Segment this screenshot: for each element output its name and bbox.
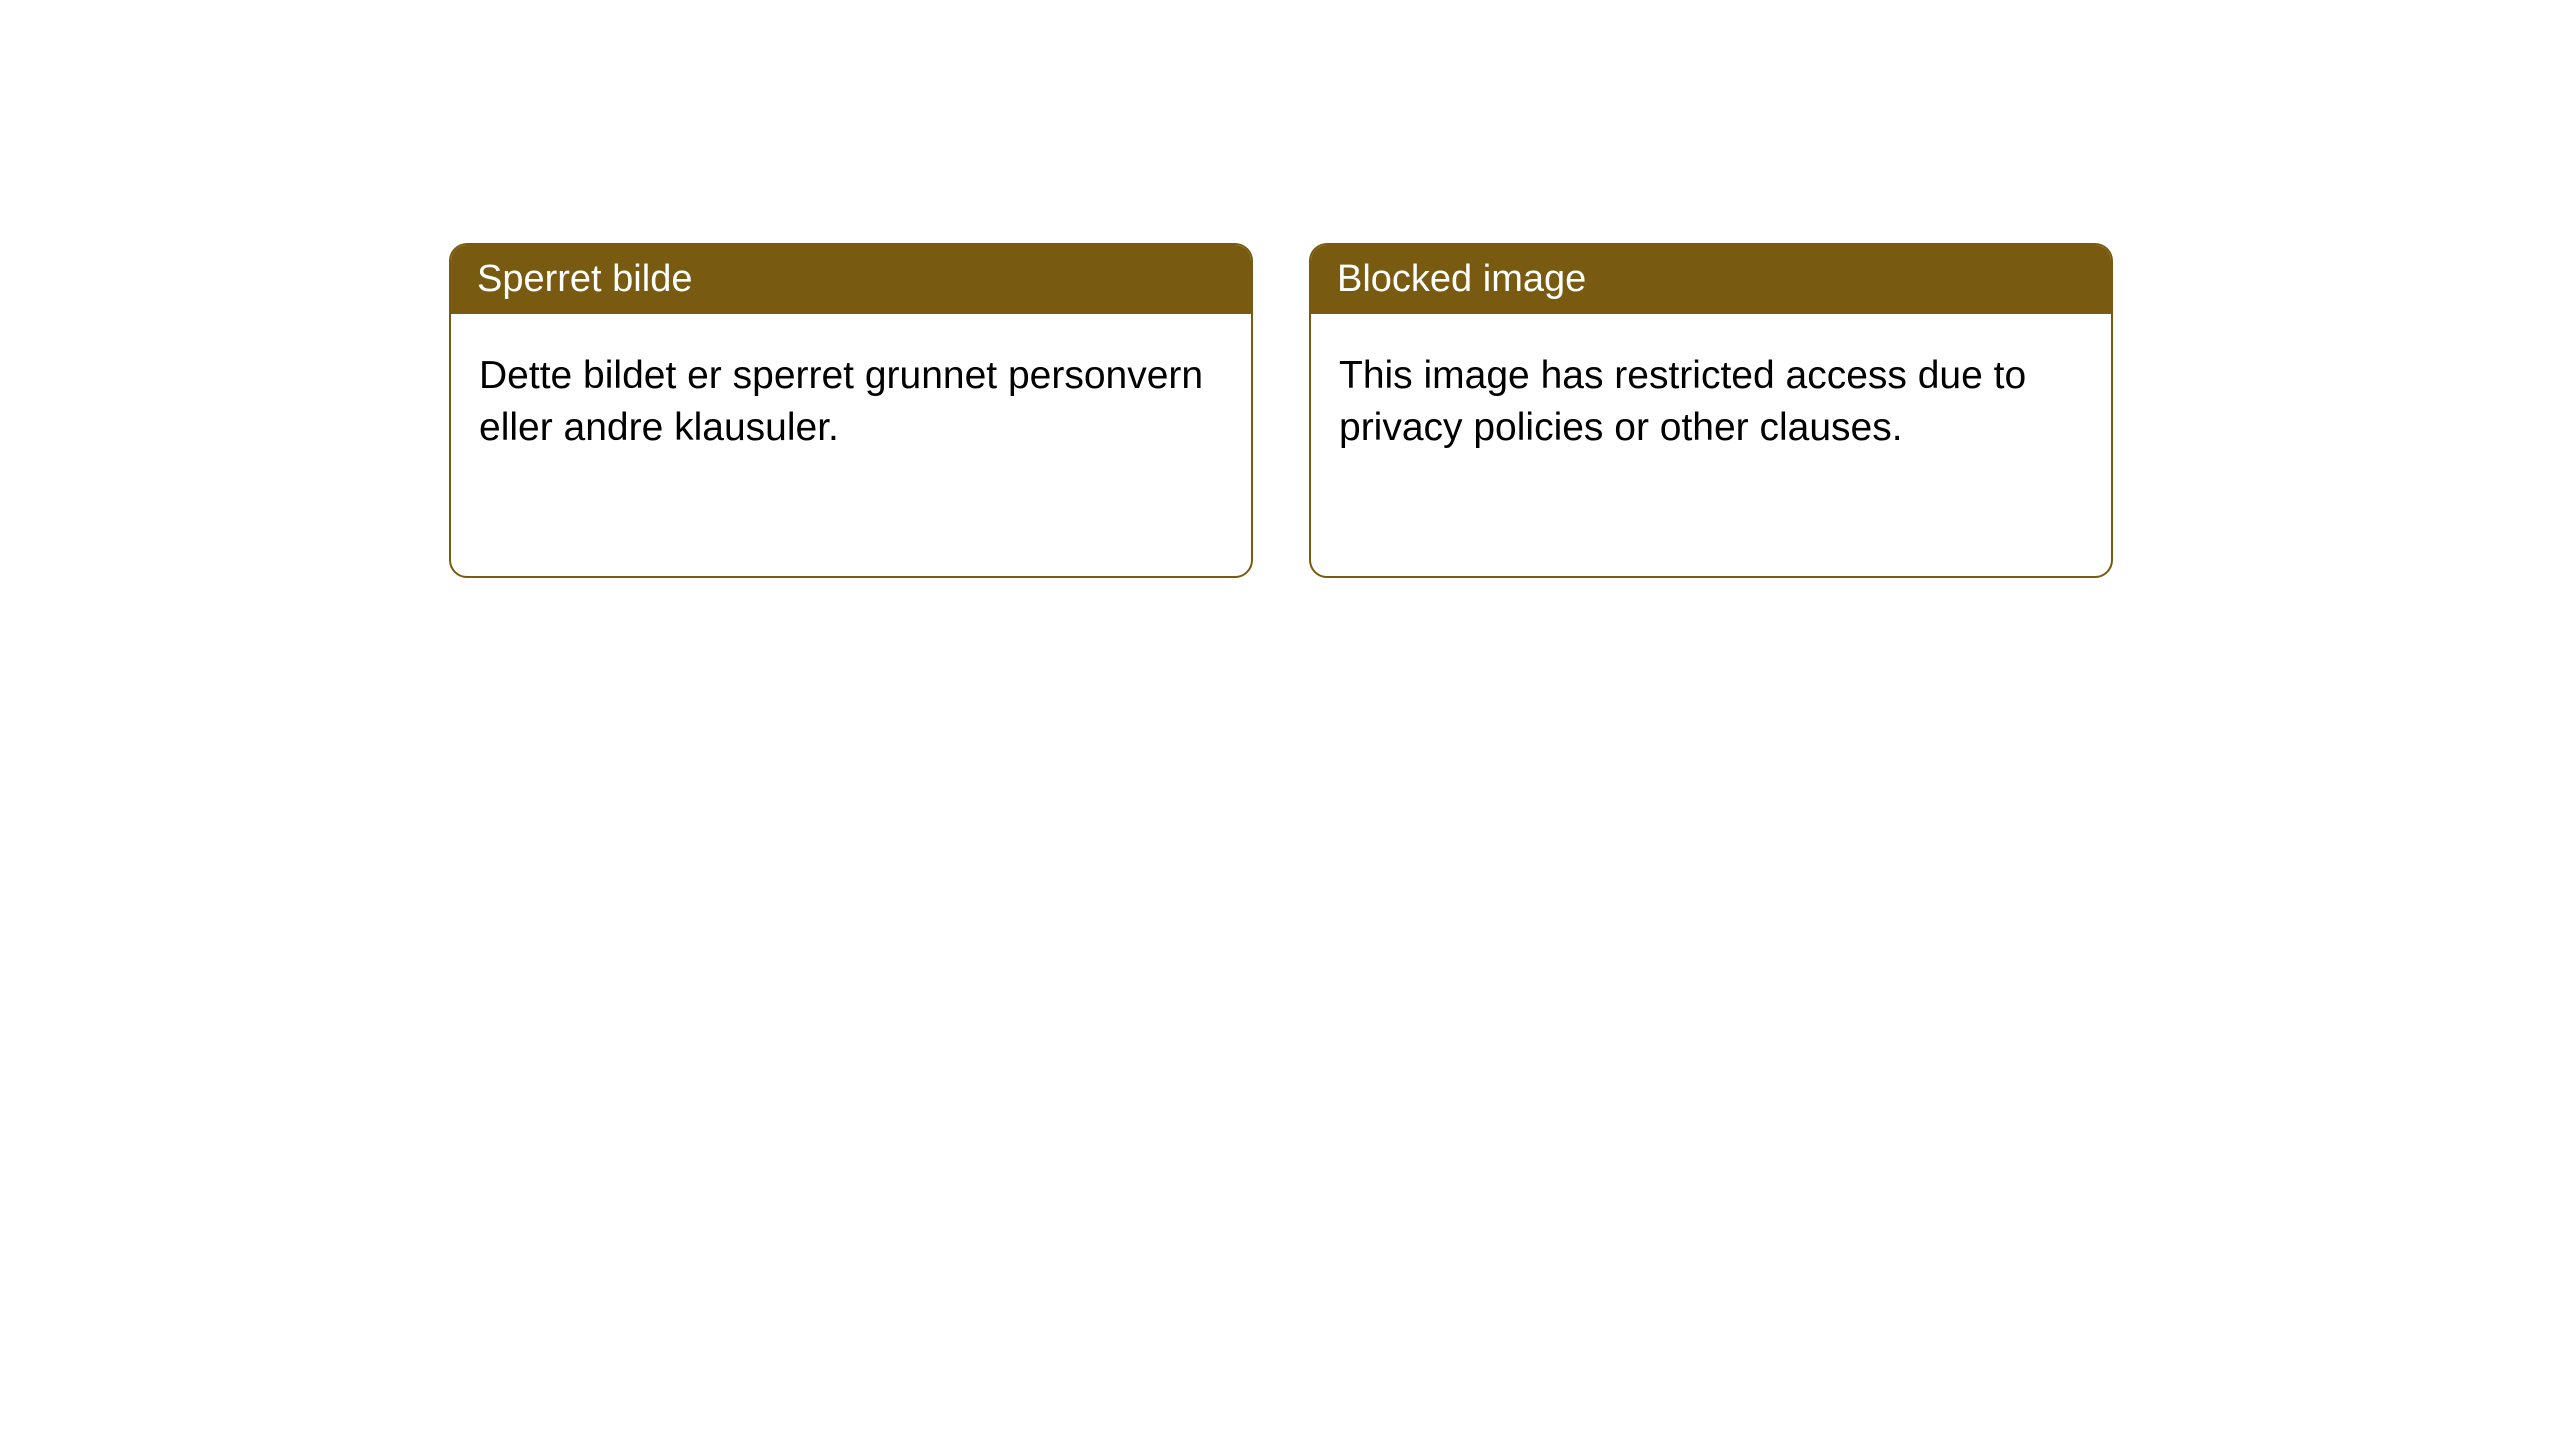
blocked-image-card-en: Blocked image This image has restricted … <box>1309 243 2113 578</box>
blocked-image-card-no: Sperret bilde Dette bildet er sperret gr… <box>449 243 1253 578</box>
notice-container: Sperret bilde Dette bildet er sperret gr… <box>0 0 2560 578</box>
card-title: Sperret bilde <box>477 258 692 300</box>
card-message: This image has restricted access due to … <box>1339 354 2026 449</box>
card-message: Dette bildet er sperret grunnet personve… <box>479 354 1203 449</box>
card-body: This image has restricted access due to … <box>1311 314 2111 490</box>
card-body: Dette bildet er sperret grunnet personve… <box>451 314 1251 490</box>
card-title: Blocked image <box>1337 258 1586 300</box>
card-header: Blocked image <box>1311 245 2111 314</box>
card-header: Sperret bilde <box>451 245 1251 314</box>
